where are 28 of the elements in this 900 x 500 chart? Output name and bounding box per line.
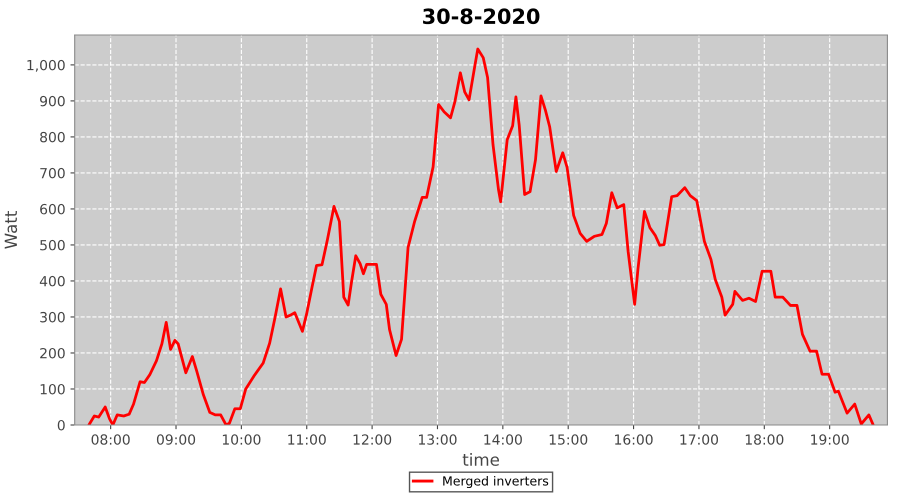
x-tick-label: 13:00: [418, 434, 457, 445]
y-tick-label: 600: [40, 204, 65, 214]
y-tick-label: 300: [40, 312, 65, 322]
y-tick-label: 200: [40, 348, 65, 358]
y-tick-label: 500: [40, 240, 65, 250]
x-tick-label: 16:00: [615, 434, 653, 445]
x-axis-title: time: [462, 453, 499, 466]
x-tick-label: 12:00: [354, 434, 392, 445]
x-tick-label: 08:00: [92, 434, 130, 445]
x-tick-label: 18:00: [746, 434, 784, 445]
y-tick-label: 0: [58, 420, 65, 430]
y-tick-label: 100: [40, 384, 65, 394]
y-axis-title: Watt: [4, 211, 18, 249]
x-tick-label: 14:00: [484, 434, 522, 445]
x-tick-label: 19:00: [811, 434, 849, 445]
x-tick-label: 09:00: [156, 434, 196, 445]
x-tick-label: 17:00: [680, 434, 718, 445]
x-tick-label: 10:00: [222, 434, 260, 445]
y-tick-label: 400: [40, 276, 65, 286]
chart-title: 30-8-2020: [423, 8, 540, 24]
line-series: [87, 48, 875, 425]
x-tick-label: 15:00: [550, 434, 588, 445]
legend-label: Merged inverters: [443, 476, 548, 488]
x-tick-label: 11:00: [288, 434, 326, 445]
y-tick-label: 700: [40, 168, 65, 178]
y-tick-label: 1,000: [27, 60, 65, 72]
y-tick-label: 900: [40, 96, 65, 106]
y-tick-label: 800: [40, 132, 65, 142]
